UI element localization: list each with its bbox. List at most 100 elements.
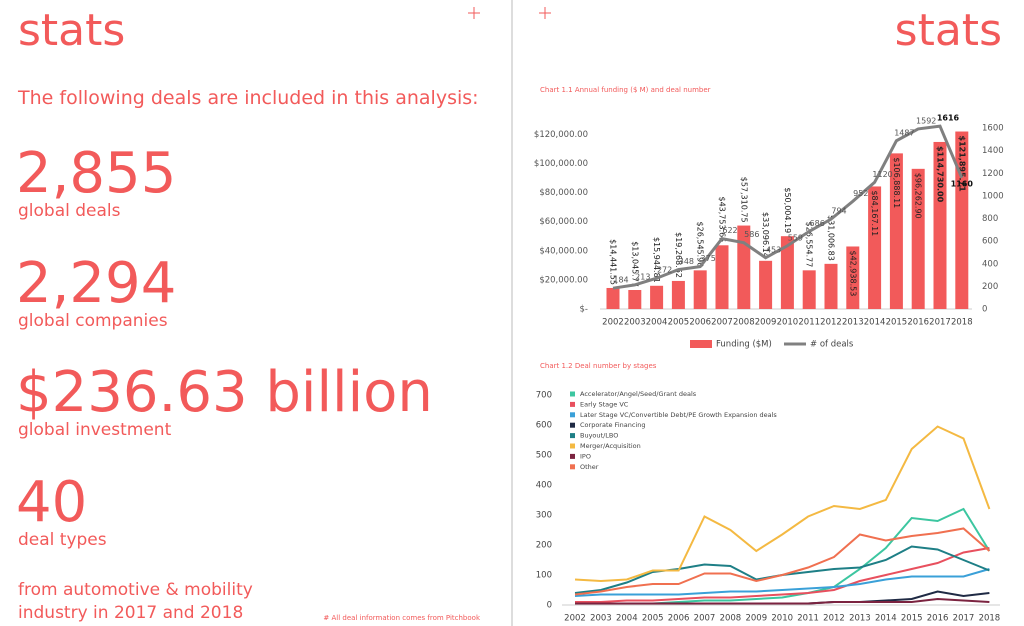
legend-label: Other [580,463,599,471]
y-tick-label: $100,000.00 [534,159,588,169]
x-tick-label: 2018 [979,614,1001,624]
legend-swatch [570,433,575,439]
closing-line: from automotive & mobility [18,580,253,600]
x-tick-label: 2011 [798,318,820,328]
x-tick-label: 2002 [564,614,586,624]
y2-tick-label: 400 [982,259,998,269]
line-value-label: 1487 [894,128,914,137]
x-tick-label: 2006 [689,318,711,328]
bar [671,280,685,309]
x-tick-label: 2018 [951,318,973,328]
x-tick-label: 2013 [842,318,864,328]
y-tick-label: 0 [547,601,552,611]
x-tick-label: 2004 [646,318,668,328]
x-tick-label: 2017 [929,318,951,328]
y2-tick-label: 1600 [982,124,1004,134]
stat-value: 2,855 [16,141,176,206]
line-value-label: 686 [810,219,825,228]
x-tick-label: 2015 [901,614,923,624]
bar [955,131,969,309]
line-value-label: 453 [766,245,781,254]
y2-tick-label: 1000 [982,191,1004,201]
legend-label: IPO [580,452,591,460]
y-tick-label: 500 [536,451,552,461]
y-tick-label: 700 [536,391,552,401]
line-value-label: 1120 [872,170,892,179]
legend-label: Funding ($M) [716,340,772,350]
bar-value-label: $114,730.00 [936,146,945,203]
x-tick-label: 2016 [907,318,929,328]
x-tick-label: 2004 [616,614,638,624]
x-tick-label: 2002 [602,318,624,328]
left-title: stats [18,5,125,56]
stat-value: 2,294 [16,251,176,316]
crop-marks [468,7,551,19]
line-value-label: 1616 [937,114,960,123]
x-tick-label: 2014 [875,614,897,624]
legend-swatch [570,401,575,407]
line-value-label: 375 [701,254,716,263]
bar-value-label: $43,753.65 [718,196,727,242]
line-value-label: 1160 [951,179,974,188]
closing-line: industry in 2017 and 2018 [18,603,243,623]
y-tick-label: 400 [536,481,552,491]
legend-swatch [570,422,575,428]
y-tick-label: 200 [536,541,552,551]
x-tick-label: 2009 [755,318,777,328]
stat-label: global investment [18,420,172,440]
bar-value-label: $106,888.11 [892,157,901,208]
x-tick-label: 2012 [820,318,842,328]
series-line [575,547,990,603]
right-title: stats [895,5,1002,56]
footnote: # All deal information comes from Pitchb… [323,614,481,622]
line-value-label: 272 [657,266,672,275]
y2-tick-label: 1400 [982,146,1004,156]
legend-label: # of deals [810,340,854,350]
bar [715,245,729,309]
y2-tick-label: 800 [982,214,998,224]
bar-value-label: $15,944.81 [652,237,661,283]
intro: The following deals are included in this… [17,87,479,109]
line-value-label: 586 [744,230,759,239]
line-value-label: 622 [722,226,737,235]
bar-value-label: $33,096.14 [761,212,770,258]
x-tick-label: 2007 [694,614,716,624]
line-value-label: 348 [679,257,694,266]
bar [933,141,947,309]
legend-label: Accelerator/Angel/Seed/Grant deals [580,390,697,398]
bar-value-label: $42,938.53 [848,250,857,296]
chart-title: Chart 1.2 Deal number by stages [540,362,657,370]
x-tick-label: 2003 [624,318,646,328]
bar [802,270,816,309]
bar [606,287,620,309]
line-value-label: 559 [788,233,803,242]
bar-value-label: $84,167.11 [870,190,879,236]
bar [868,186,882,309]
bar-value-label: $19,268.62 [674,232,683,278]
x-tick-label: 2013 [849,614,871,624]
legend-swatch [570,464,575,470]
x-tick-label: 2005 [668,318,690,328]
y-tick-label: $120,000.00 [534,130,588,140]
legend-swatch [570,453,575,459]
line-value-label: 952 [853,189,868,198]
bar-value-label: $26,554.77 [805,222,814,268]
bar-value-label: $14,441.55 [609,239,618,285]
x-tick-label: 2010 [771,614,793,624]
y-tick-label: $- [580,305,588,315]
x-tick-label: 2006 [668,614,690,624]
line-value-label: 184 [613,276,628,285]
line-value-label: 213 [635,272,650,281]
y-tick-label: 100 [536,571,552,581]
x-tick-label: 2005 [642,614,664,624]
bar-value-label: $96,262.90 [914,173,923,219]
bar-value-label: $13,045.77 [630,241,639,287]
deal-line [612,124,964,290]
stat-label: deal types [18,530,107,550]
series-line [574,568,990,597]
legend-swatch [690,340,712,348]
y-tick-label: $20,000.00 [539,275,588,285]
x-tick-label: 2014 [864,318,886,328]
x-tick-label: 2007 [711,318,733,328]
